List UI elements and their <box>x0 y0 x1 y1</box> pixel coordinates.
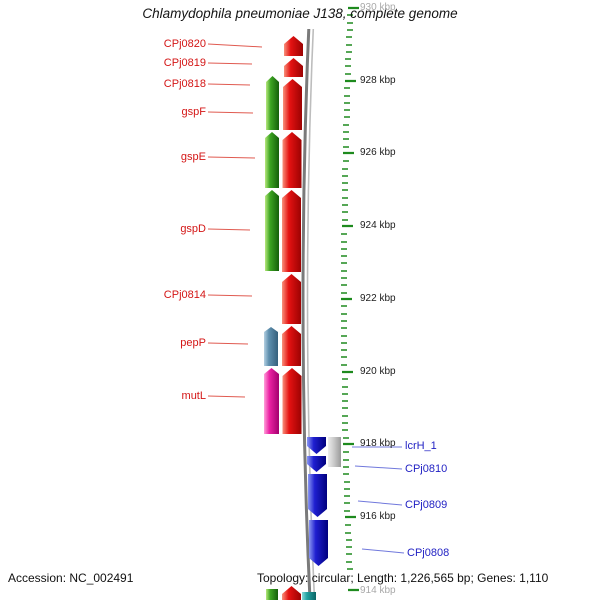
feature-partial-teal-bottom[interactable] <box>302 592 316 600</box>
scale-label-922kbp: 922 kbp <box>360 293 396 304</box>
scale-label-920kbp: 920 kbp <box>360 366 396 377</box>
backbone-inner-arc <box>306 0 316 600</box>
scale-label-930kbp: 930 kbp <box>360 2 396 13</box>
feature-gspD[interactable] <box>265 190 279 271</box>
gene-arrow-lcrH_1[interactable] <box>307 437 326 454</box>
gene-label-gspF: gspF <box>181 106 206 118</box>
gene-label-gspD: gspD <box>180 223 206 235</box>
gene-arrow-forward-6[interactable] <box>282 274 301 324</box>
gene-label-CPj0820: CPj0820 <box>163 38 206 50</box>
label-line-CPj0808 <box>361 548 405 554</box>
function-feature-track <box>264 76 279 600</box>
feature-gspF[interactable] <box>266 76 279 130</box>
scale-label-918kbp: 918 kbp <box>360 438 396 449</box>
gene-label-CPj0814: CPj0814 <box>163 289 206 301</box>
label-line-gspF <box>207 111 254 114</box>
gene-label-pepP: pepP <box>180 337 206 349</box>
label-line-CPj0809 <box>357 500 403 506</box>
scale-minor-ticks <box>341 14 353 570</box>
gene-arrow-forward-8[interactable] <box>282 368 302 434</box>
gene-arrow-forward-7[interactable] <box>282 326 301 366</box>
label-line-gspE <box>207 156 256 159</box>
feature-partial-green-bottom[interactable] <box>266 589 278 600</box>
gene-label-CPj0819: CPj0819 <box>163 57 206 69</box>
gene-arrow-CPj0808[interactable] <box>309 520 328 566</box>
forward-gene-track <box>282 36 303 600</box>
right-label-lines <box>352 446 405 554</box>
gene-arrow-forward-5[interactable] <box>282 190 301 272</box>
gene-label-mutL: mutL <box>181 390 206 402</box>
gene-arrow-forward-4[interactable] <box>282 132 302 188</box>
scale-label-916kbp: 916 kbp <box>360 511 396 522</box>
label-line-CPj0820 <box>207 43 263 48</box>
gene-label-CPj0809: CPj0809 <box>405 499 448 511</box>
label-line-CPj0810 <box>354 465 403 470</box>
feature-gspE[interactable] <box>265 132 279 188</box>
feature-pepP[interactable] <box>264 327 278 366</box>
feature-mutL[interactable] <box>264 368 279 434</box>
scale-label-928kbp: 928 kbp <box>360 75 396 86</box>
gene-arrow-forward-2[interactable] <box>284 58 303 77</box>
page-title: Chlamydophila pneumoniae J138, complete … <box>142 6 458 21</box>
label-line-CPj0814 <box>207 294 253 297</box>
label-line-pepP <box>207 342 249 345</box>
backbone-outer-arc <box>301 0 312 600</box>
reverse-gene-track <box>302 437 341 600</box>
gene-arrow-CPj0810[interactable] <box>307 456 326 472</box>
gene-label-CPj0808: CPj0808 <box>407 547 450 559</box>
status-summary: Topology: circular; Length: 1,226,565 bp… <box>257 571 549 585</box>
status-accession: Accession: NC_002491 <box>8 571 134 585</box>
scale-label-914kbp: 914 kbp <box>360 585 396 596</box>
gene-label-gspE: gspE <box>180 151 206 163</box>
label-line-CPj0819 <box>207 62 253 65</box>
label-line-gspD <box>207 228 251 231</box>
feature-unlabeled-gray[interactable] <box>328 437 341 467</box>
gene-label-CPj0818: CPj0818 <box>163 78 206 90</box>
gene-arrow-forward-1[interactable] <box>284 36 303 56</box>
gene-arrow-partial-red-bottom[interactable] <box>282 586 301 600</box>
gene-label-lcrH_1: lcrH_1 <box>405 440 437 452</box>
title-mask <box>255 0 339 29</box>
left-label-lines <box>207 43 263 398</box>
gene-arrow-CPj0809[interactable] <box>308 474 327 517</box>
label-line-CPj0818 <box>207 83 251 86</box>
label-line-mutL <box>207 395 246 398</box>
scale-major-ticks <box>341 6 359 592</box>
scale-label-926kbp: 926 kbp <box>360 147 396 158</box>
gene-label-CPj0810: CPj0810 <box>405 463 448 475</box>
scale-label-924kbp: 924 kbp <box>360 220 396 231</box>
gene-arrow-forward-3[interactable] <box>283 79 302 130</box>
